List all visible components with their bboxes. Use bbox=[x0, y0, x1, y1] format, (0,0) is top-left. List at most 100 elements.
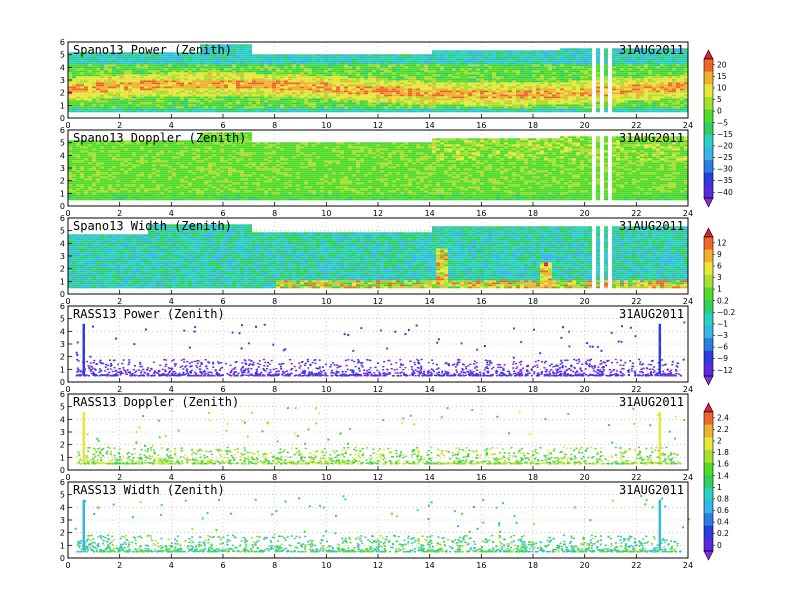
heatmap-cell bbox=[292, 80, 296, 83]
heatmap-cell bbox=[508, 84, 512, 87]
heatmap-cell bbox=[540, 54, 544, 57]
heatmap-cell bbox=[244, 48, 248, 51]
heatmap-cell bbox=[684, 82, 688, 85]
heatmap-cell bbox=[304, 82, 308, 85]
heatmap-cell bbox=[628, 68, 632, 71]
heatmap-cell bbox=[552, 104, 556, 107]
heatmap-cell bbox=[524, 54, 528, 57]
heatmap-cell bbox=[272, 102, 276, 105]
heatmap-cell bbox=[508, 100, 512, 103]
heatmap-cell bbox=[552, 70, 556, 73]
heatmap-cell bbox=[260, 86, 264, 89]
heatmap-cell bbox=[604, 48, 608, 51]
heatmap-cell bbox=[440, 60, 444, 63]
heatmap-cell bbox=[228, 82, 232, 85]
heatmap-cell bbox=[288, 62, 292, 65]
heatmap-cell bbox=[400, 100, 404, 103]
heatmap-cell bbox=[80, 82, 84, 85]
heatmap-cell bbox=[216, 102, 220, 105]
heatmap-cell bbox=[468, 98, 472, 101]
heatmap-cell bbox=[352, 90, 356, 93]
heatmap-cell bbox=[564, 98, 568, 101]
heatmap-cell bbox=[104, 194, 108, 197]
heatmap-cell bbox=[456, 108, 460, 111]
heatmap-cell bbox=[540, 92, 544, 95]
heatmap-cell bbox=[560, 82, 564, 85]
heatmap-cell bbox=[540, 106, 544, 109]
heatmap-cell bbox=[380, 78, 384, 81]
heatmap-cell bbox=[676, 84, 680, 87]
heatmap-cell bbox=[96, 144, 100, 147]
heatmap-cell bbox=[656, 86, 660, 89]
heatmap-cell bbox=[568, 106, 572, 109]
heatmap-cell bbox=[92, 96, 96, 99]
heatmap-cell bbox=[316, 72, 320, 75]
heatmap-cell bbox=[172, 68, 176, 71]
heatmap-cell bbox=[244, 78, 248, 81]
heatmap-cell bbox=[312, 96, 316, 99]
heatmap-cell bbox=[424, 76, 428, 79]
heatmap-cell bbox=[656, 94, 660, 97]
heatmap-cell bbox=[312, 70, 316, 73]
heatmap-cell bbox=[660, 104, 664, 107]
heatmap-cell bbox=[336, 80, 340, 83]
heatmap-cell bbox=[332, 78, 336, 81]
heatmap-cell bbox=[320, 58, 324, 61]
heatmap-cell bbox=[116, 54, 120, 57]
heatmap-cell bbox=[92, 158, 96, 161]
heatmap-cell bbox=[84, 190, 88, 193]
heatmap-cell bbox=[508, 94, 512, 97]
heatmap-cell bbox=[96, 180, 100, 183]
heatmap-cell bbox=[292, 60, 296, 63]
heatmap-cell bbox=[628, 102, 632, 105]
heatmap-cell bbox=[668, 72, 672, 75]
heatmap-cell bbox=[512, 58, 516, 61]
heatmap-cell bbox=[236, 72, 240, 75]
heatmap-cell bbox=[92, 110, 96, 113]
heatmap-cell bbox=[504, 70, 508, 73]
heatmap-cell bbox=[368, 110, 372, 113]
heatmap-cell bbox=[224, 90, 228, 93]
heatmap-cell bbox=[268, 62, 272, 65]
heatmap-cell bbox=[232, 82, 236, 85]
heatmap-cell bbox=[360, 68, 364, 71]
heatmap-cell bbox=[424, 72, 428, 75]
heatmap-cell bbox=[80, 182, 84, 185]
heatmap-cell bbox=[76, 82, 80, 85]
heatmap-cell bbox=[564, 64, 568, 67]
heatmap-cell bbox=[476, 74, 480, 77]
heatmap-cell bbox=[348, 80, 352, 83]
heatmap-cell bbox=[536, 72, 540, 75]
heatmap-cell bbox=[172, 62, 176, 65]
heatmap-cell bbox=[80, 194, 84, 197]
heatmap-cell bbox=[232, 46, 236, 49]
heatmap-cell bbox=[504, 88, 508, 91]
heatmap-cell bbox=[456, 62, 460, 65]
heatmap-cell bbox=[104, 62, 108, 65]
heatmap-cell bbox=[528, 92, 532, 95]
heatmap-cell bbox=[148, 60, 152, 63]
heatmap-cell bbox=[500, 86, 504, 89]
heatmap-cell bbox=[504, 110, 508, 113]
heatmap-cell bbox=[504, 66, 508, 69]
heatmap-cell bbox=[276, 82, 280, 85]
heatmap-cell bbox=[556, 102, 560, 105]
heatmap-cell bbox=[552, 50, 556, 53]
heatmap-cell bbox=[84, 96, 88, 99]
heatmap-cell bbox=[572, 94, 576, 97]
heatmap-cell bbox=[356, 60, 360, 63]
heatmap-cell bbox=[428, 108, 432, 111]
heatmap-cell bbox=[368, 92, 372, 95]
heatmap-cell bbox=[68, 144, 72, 147]
heatmap-cell bbox=[532, 64, 536, 67]
heatmap-cell bbox=[72, 84, 76, 87]
heatmap-cell bbox=[604, 72, 608, 75]
heatmap-cell bbox=[636, 74, 640, 77]
heatmap-cell bbox=[620, 94, 624, 97]
heatmap-cell bbox=[144, 86, 148, 89]
heatmap-cell bbox=[212, 56, 216, 59]
heatmap-cell bbox=[620, 48, 624, 51]
heatmap-cell bbox=[480, 60, 484, 63]
heatmap-cell bbox=[436, 86, 440, 89]
heatmap-cell bbox=[68, 62, 72, 65]
